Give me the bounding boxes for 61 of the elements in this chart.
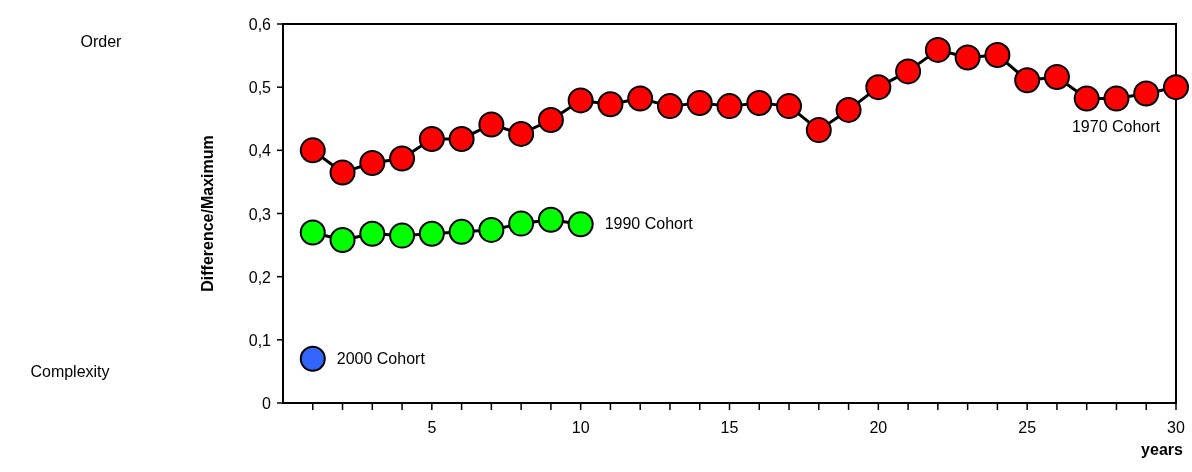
- x-tick-label: 30: [1167, 419, 1185, 436]
- text: Order: [80, 33, 123, 50]
- point: [567, 87, 594, 114]
- point: [627, 85, 654, 112]
- point: [686, 89, 713, 116]
- point: [448, 218, 475, 245]
- y-tick-label: 0,4: [248, 142, 272, 160]
- point: [389, 145, 416, 172]
- y-tick-label: 0,3: [248, 205, 272, 223]
- point: [389, 222, 416, 249]
- point: [835, 96, 862, 123]
- point: [1073, 85, 1100, 112]
- y-tick-label: 0: [262, 395, 272, 412]
- x-tick-label: 20: [869, 419, 888, 436]
- point: [1043, 64, 1070, 91]
- point: [924, 36, 951, 63]
- point: [716, 93, 743, 120]
- point: [299, 345, 326, 372]
- point: [359, 220, 386, 247]
- y-tick-label: 0,6: [248, 16, 272, 33]
- point: [746, 89, 773, 116]
- point: [448, 125, 475, 152]
- point: [418, 125, 445, 152]
- y-axis-title: Difference/Maximum: [199, 135, 216, 292]
- point: [537, 107, 564, 134]
- point: [329, 227, 356, 254]
- point: [895, 58, 922, 85]
- x-tick-label: 10: [571, 419, 590, 436]
- point: [508, 210, 535, 237]
- y-tick-label: 0,5: [248, 79, 272, 97]
- point: [299, 219, 326, 246]
- point: [329, 159, 356, 186]
- y-tick-label: 0,2: [248, 268, 272, 286]
- text: Complexity: [30, 363, 110, 380]
- point: [656, 93, 683, 120]
- point: [418, 220, 445, 247]
- x-tick-label: 5: [427, 419, 437, 436]
- point: [984, 41, 1011, 68]
- point: [1014, 67, 1041, 94]
- point: [478, 216, 505, 243]
- point: [478, 111, 505, 138]
- point: [597, 91, 624, 118]
- point: [567, 211, 594, 238]
- x-axis-title: years: [1141, 441, 1184, 458]
- point: [1103, 85, 1130, 112]
- point: [537, 206, 564, 233]
- x-tick-label: 25: [1018, 419, 1037, 436]
- point: [805, 117, 832, 144]
- point: [1133, 80, 1160, 107]
- point: [299, 137, 326, 164]
- point: [776, 93, 803, 120]
- y-tick-label: 0,1: [248, 331, 272, 349]
- series-label: 1990 Cohort: [604, 215, 694, 233]
- x-tick-label: 15: [720, 419, 739, 436]
- point: [508, 120, 535, 147]
- point: [1163, 74, 1189, 101]
- point: [359, 149, 386, 176]
- series-label: 1970 Cohort: [1071, 118, 1161, 136]
- series-label: 2000 Cohort: [336, 349, 426, 367]
- point: [954, 44, 981, 71]
- point: [865, 74, 892, 101]
